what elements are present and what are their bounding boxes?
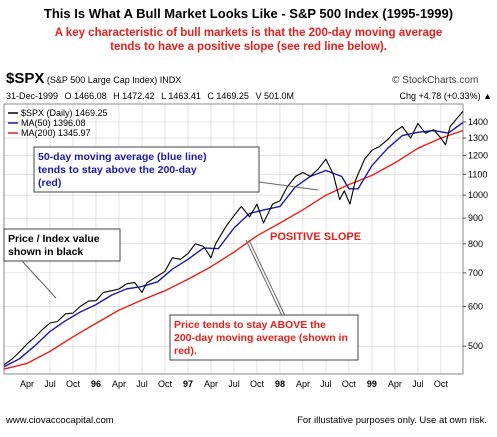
chart-title: This Is What A Bull Market Looks Like - … xyxy=(43,6,454,21)
quote-open: O 1466.08 xyxy=(64,91,107,101)
ma50-box-line-1: 50-day moving average (blue line) xyxy=(38,151,207,163)
ohlc-line: 31-Dec-1999 O 1466.08 H 1472.42 L 1463.4… xyxy=(6,91,492,101)
series-line-price xyxy=(3,111,464,366)
above-box-line-3: red). xyxy=(174,345,197,357)
x-tick-label: Apr xyxy=(20,379,34,389)
y-tick-label: 800 xyxy=(468,239,483,249)
ma50-pointer xyxy=(258,181,319,191)
symbol: $SPX xyxy=(6,70,45,87)
quote-close: C 1469.25 xyxy=(207,91,249,101)
x-tick-label: Apr xyxy=(296,379,310,389)
footer-website: www.ciovaccocapital.com xyxy=(6,415,114,426)
x-tick-label: Jul xyxy=(412,379,424,389)
y-tick-label: 900 xyxy=(468,213,483,223)
x-tick-label: Jul xyxy=(136,379,148,389)
x-tick-label: Oct xyxy=(434,379,449,389)
quote-change: Chg +4.78 (+0.33%) ▲ xyxy=(399,91,492,101)
y-tick-label: 1100 xyxy=(468,169,487,179)
y-tick-label: 500 xyxy=(468,341,483,351)
x-tick-label: Jul xyxy=(228,379,240,389)
quote-high: H 1472.42 xyxy=(113,91,155,101)
ma50-box-line-3: (red) xyxy=(38,177,61,189)
y-tick-label: 1300 xyxy=(468,133,488,143)
price-pointer xyxy=(21,260,57,299)
x-tick-label: Oct xyxy=(66,379,81,389)
legend-entry-ma200: MA(200) 1345.97 xyxy=(21,128,91,138)
symbol-description: (S&P 500 Large Cap Index) INDX xyxy=(46,75,182,85)
y-tick-label: 600 xyxy=(468,301,483,311)
above-pointer-1 xyxy=(245,239,285,321)
symbol-header: $SPX (S&P 500 Large Cap Index) INDX xyxy=(6,70,181,87)
x-tick-label: Jul xyxy=(44,379,56,389)
series-layer xyxy=(3,111,464,370)
x-tick-label: 99 xyxy=(367,379,377,389)
annotation-ma50-box: 50-day moving average (blue line) tends … xyxy=(33,146,319,193)
y-tick-label: 1000 xyxy=(468,190,488,200)
x-tick-label: Oct xyxy=(158,379,173,389)
quote-volume: V 501.0M xyxy=(255,91,294,101)
legend-entry-price: $SPX (Daily) 1469.25 xyxy=(21,108,108,118)
y-tick-label: 1200 xyxy=(468,150,488,160)
x-axis: Apr Jul Oct 96 Apr Jul Oct 97 Apr Jul Oct 98 Apr Jul O… xyxy=(20,379,448,389)
subtitle-line-1: A key characteristic of bull markets is … xyxy=(54,27,443,39)
y-axis: 500 600 700 800 900 1000 1100 1200 1300 1400 xyxy=(463,117,488,351)
brand-label: © StockCharts.com xyxy=(392,75,479,86)
legend: $SPX (Daily) 1469.25 MA(50) 1396.08 MA(2… xyxy=(8,108,108,138)
annotation-above-box: Price tends to stay ABOVE the 200-day mo… xyxy=(169,239,359,361)
x-tick-label: Oct xyxy=(250,379,265,389)
y-tick-label: 1400 xyxy=(468,117,488,127)
series-line-ma200 xyxy=(3,129,464,370)
price-box-line-2: shown in black xyxy=(8,246,83,258)
series-line-ma50 xyxy=(3,121,464,368)
x-tick-label: 98 xyxy=(275,379,285,389)
x-tick-label: 96 xyxy=(91,379,101,389)
x-tick-label: Apr xyxy=(204,379,218,389)
subtitle-line-2: tends to have a positive slope (see red … xyxy=(110,41,387,53)
above-pointer-2 xyxy=(248,239,288,321)
x-tick-label: Jul xyxy=(320,379,332,389)
quote-low: L 1463.41 xyxy=(161,91,201,101)
legend-entry-ma50: MA(50) 1396.08 xyxy=(21,118,86,128)
x-tick-label: Apr xyxy=(112,379,126,389)
y-tick-label: 700 xyxy=(468,268,483,278)
ma50-box-line-2: tends to stay above the 200-day xyxy=(38,164,197,176)
annotation-price-box: Price / Index value shown in black xyxy=(3,228,121,299)
footer-disclaimer: For illustative purposes only. Use at ow… xyxy=(297,415,487,426)
chart-subtitle: A key characteristic of bull markets is … xyxy=(20,26,477,54)
positive-slope-label: POSITIVE SLOPE xyxy=(270,231,361,243)
above-box-line-2: 200-day moving average (shown in xyxy=(174,332,348,344)
quote-date: 31-Dec-1999 xyxy=(6,91,59,101)
x-tick-label: Apr xyxy=(388,379,402,389)
x-tick-label: Oct xyxy=(342,379,357,389)
x-tick-label: 97 xyxy=(183,379,193,389)
price-box-line-1: Price / Index value xyxy=(8,233,100,245)
above-box-line-1: Price tends to stay ABOVE the xyxy=(174,319,326,331)
